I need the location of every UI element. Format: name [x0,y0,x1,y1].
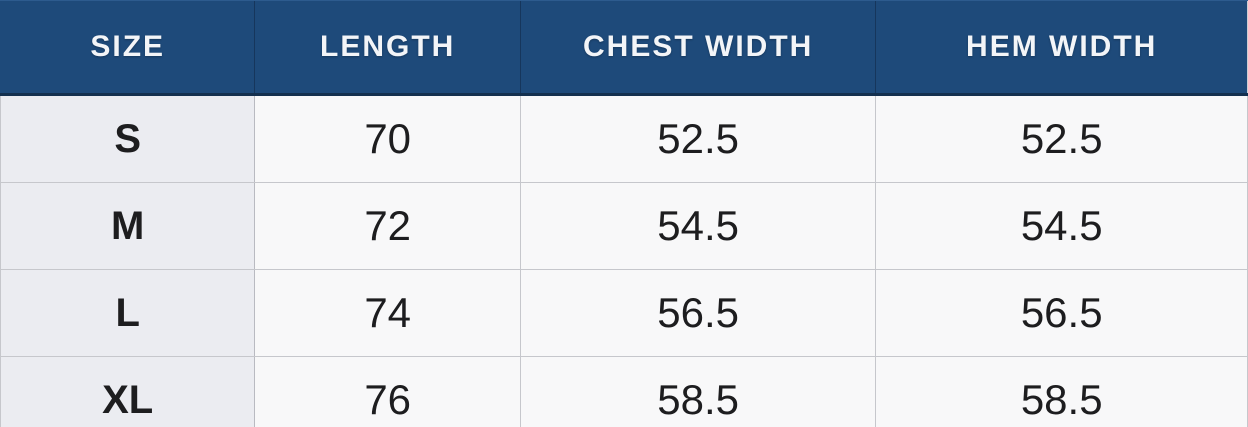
data-cell-chest: 58.5 [519,356,877,427]
table-row-m: M 72 54.5 54.5 [0,182,1248,270]
header-cell-chest-width: CHEST WIDTH [519,0,876,96]
header-cell-size: SIZE [0,0,255,96]
data-cell-hem: 56.5 [875,269,1248,357]
row-label-cell: L [0,269,256,357]
table-row-s: S 70 52.5 52.5 [0,94,1248,183]
data-cell-length: 72 [254,182,521,270]
data-cell-chest: 56.5 [519,269,877,357]
data-cell-hem: 58.5 [875,356,1248,427]
data-cell-chest: 52.5 [519,94,877,183]
size-chart-body: S 70 52.5 52.5 M 72 54.5 54.5 L 74 56.5 … [0,94,1248,427]
header-row: SIZE LENGTH CHEST WIDTH HEM WIDTH [0,0,1248,96]
data-cell-length: 74 [254,269,521,357]
data-cell-hem: 52.5 [875,94,1248,183]
data-cell-length: 70 [254,94,521,183]
data-cell-hem: 54.5 [875,182,1248,270]
row-label-cell: M [0,182,256,270]
data-cell-chest: 54.5 [519,182,877,270]
header-cell-hem-width: HEM WIDTH [875,0,1248,96]
table-row-xl: XL 76 58.5 58.5 [0,356,1248,427]
size-chart-header: SIZE LENGTH CHEST WIDTH HEM WIDTH [0,0,1248,96]
data-cell-length: 76 [254,356,521,427]
row-label-cell: XL [0,356,256,427]
header-cell-length: LENGTH [254,0,521,96]
table-row-l: L 74 56.5 56.5 [0,269,1248,357]
row-label-cell: S [0,94,256,183]
